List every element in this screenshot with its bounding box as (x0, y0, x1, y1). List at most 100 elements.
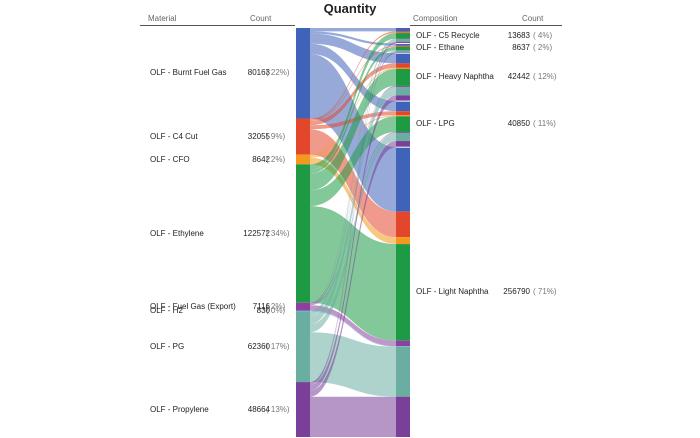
flow-olf-burnt-fuel-gas-to-olf-ethane (310, 31, 396, 46)
source-pct-olf-burnt-fuel-gas: ( 22%) (266, 68, 290, 78)
target-segment-olf-c5-recycle-olf-burnt-fuel-gas (396, 28, 410, 32)
target-segment-olf-ethane-olf-burnt-fuel-gas (396, 43, 410, 46)
source-count-olf-ethylene: 122572 (243, 228, 270, 238)
target-segment-olf-c5-recycle-olf-fuel-gas-export (396, 38, 410, 40)
flow-olf-h2-to-olf-lpg (310, 133, 396, 312)
source-count-olf-pg: 62360 (247, 341, 270, 351)
source-pct-olf-h2: ( 0%) (266, 306, 286, 316)
target-segment-olf-heavy-naphtha-olf-propylene (396, 95, 410, 102)
target-segment-olf-light-naphtha-olf-burnt-fuel-gas (396, 147, 410, 212)
target-segment-olf-lpg-olf-propylene (396, 141, 410, 148)
flows (310, 28, 396, 437)
right-header-count: Count (522, 14, 544, 23)
target-segment-olf-c5-recycle-olf-c4-cut (396, 31, 410, 33)
source-count-olf-c4-cut: 32055 (247, 131, 270, 141)
target-segment-olf-heavy-naphtha-olf-ethylene (396, 68, 410, 86)
flow-olf-pg-to-olf-ethane (310, 50, 396, 316)
target-pct-olf-lpg: ( 11%) (533, 119, 556, 129)
target-segment-olf-ethane-olf-ethylene (396, 46, 410, 51)
source-node-olf-pg[interactable] (296, 311, 310, 383)
flow-olf-h2-to-olf-ethane (310, 50, 396, 311)
flow-olf-cfo-to-olf-heavy-naphtha (310, 67, 396, 157)
flow-olf-cfo-to-olf-light-naphtha (310, 157, 396, 245)
target-label-olf-ethane: OLF - Ethane (416, 43, 465, 53)
target-segment-olf-lpg-olf-pg (396, 133, 410, 142)
target-segment-olf-ethane-olf-pg (396, 50, 410, 53)
flow-olf-c4-cut-to-olf-ethane (310, 45, 396, 121)
target-segment-olf-light-naphtha-olf-fuel-gas-export (396, 340, 410, 347)
target-segment-olf-lpg-olf-cfo (396, 115, 410, 117)
flow-olf-h2-to-olf-c5-recycle (310, 39, 396, 311)
right-header-rule (410, 25, 562, 26)
source-pct-olf-fuel-gas-export: ( 2%) (266, 301, 286, 311)
source-label-olf-ethylene: OLF - Ethylene (150, 228, 204, 238)
source-pct-olf-cfo: ( 2%) (266, 154, 286, 164)
flow-olf-ethylene-to-olf-lpg (310, 116, 396, 207)
source-label-olf-c4-cut: OLF - C4 Cut (150, 131, 198, 141)
target-segment-olf-heavy-naphtha-olf-pg (396, 87, 410, 96)
source-count-olf-h2: 830 (256, 306, 270, 316)
left-header-count: Count (250, 14, 272, 23)
target-count-olf-lpg: 40850 (507, 119, 530, 129)
target-segment-olf-heavy-naphtha-olf-c4-cut (396, 63, 410, 68)
source-pct-olf-c4-cut: ( 9%) (266, 131, 286, 141)
left-header-rule (140, 25, 295, 26)
target-pct-olf-heavy-naphtha: ( 12%) (533, 72, 557, 82)
target-segment-olf-light-naphtha-olf-propylene (396, 396, 410, 437)
target-segment-olf-lpg-olf-ethylene (396, 116, 410, 133)
flow-olf-c4-cut-to-olf-c5-recycle (310, 31, 396, 120)
flow-olf-h2-to-olf-light-naphtha (310, 311, 396, 347)
source-node-olf-c4-cut[interactable] (296, 118, 310, 155)
flow-olf-propylene-to-olf-light-naphtha (310, 396, 396, 437)
source-node-olf-h2[interactable] (296, 310, 310, 312)
target-segment-olf-c5-recycle-olf-ethylene (396, 33, 410, 39)
source-node-olf-fuel-gas-export[interactable] (296, 302, 310, 311)
target-separators (396, 42, 410, 148)
target-label-olf-heavy-naphtha: OLF - Heavy Naphtha (416, 72, 494, 82)
target-segment-olf-ethane-olf-propylene (396, 52, 410, 54)
target-segment-olf-heavy-naphtha-olf-cfo (396, 67, 410, 69)
flow-olf-fuel-gas-export-to-olf-light-naphtha (310, 305, 396, 347)
target-pct-olf-light-naphtha: ( 71%) (533, 287, 557, 297)
flow-olf-propylene-to-olf-c5-recycle (310, 41, 396, 384)
flow-olf-burnt-fuel-gas-to-olf-lpg (310, 43, 396, 112)
source-node-olf-ethylene[interactable] (296, 164, 310, 303)
source-node-olf-burnt-fuel-gas[interactable] (296, 28, 310, 119)
chart-title: Quantity (323, 1, 377, 16)
source-label-olf-pg: OLF - PG (150, 341, 185, 351)
source-label-olf-burnt-fuel-gas: OLF - Burnt Fuel Gas (150, 68, 227, 78)
target-label-olf-light-naphtha: OLF - Light Naphtha (416, 287, 489, 297)
source-pct-olf-propylene: ( 13%) (266, 404, 290, 414)
target-label-olf-c5-recycle: OLF - C5 Recycle (416, 30, 480, 40)
target-segment-olf-heavy-naphtha-olf-burnt-fuel-gas (396, 53, 410, 64)
source-label-olf-h2: OLF - H2 (150, 306, 183, 316)
target-segment-olf-light-naphtha-olf-cfo (396, 237, 410, 245)
target-pct-olf-c5-recycle: ( 4%) (533, 30, 553, 40)
target-segment-olf-ethane-olf-c4-cut (396, 45, 410, 47)
flow-olf-propylene-to-olf-ethane (310, 52, 396, 385)
flow-olf-pg-to-olf-c5-recycle (310, 39, 396, 315)
source-node-olf-propylene[interactable] (296, 382, 310, 437)
source-node-olf-cfo[interactable] (296, 154, 310, 165)
target-segment-olf-heavy-naphtha-olf-fuel-gas-export (396, 85, 410, 87)
flow-olf-ethylene-to-olf-heavy-naphtha (310, 68, 396, 191)
target-segment-olf-light-naphtha-olf-ethylene (396, 244, 410, 341)
target-pct-olf-ethane: ( 2%) (533, 43, 553, 53)
target-count-olf-ethane: 8637 (512, 43, 530, 53)
flow-olf-burnt-fuel-gas-to-olf-heavy-naphtha (310, 33, 396, 64)
target-segment-olf-lpg-olf-c4-cut (396, 111, 410, 116)
flow-olf-ethylene-to-olf-c5-recycle (310, 33, 396, 171)
flow-olf-fuel-gas-export-to-olf-c5-recycle (310, 38, 396, 304)
target-count-olf-c5-recycle: 13683 (507, 30, 530, 40)
target-segment-olf-light-naphtha-olf-pg (396, 346, 410, 397)
flow-olf-propylene-to-olf-lpg (310, 141, 396, 397)
flow-olf-pg-to-olf-light-naphtha (310, 332, 396, 397)
source-count-olf-burnt-fuel-gas: 80163 (247, 68, 270, 78)
target-count-olf-light-naphtha: 256790 (503, 287, 530, 297)
source-label-olf-propylene: OLF - Propylene (150, 404, 209, 414)
flow-olf-pg-to-olf-heavy-naphtha (310, 87, 396, 325)
flow-olf-ethylene-to-olf-ethane (310, 46, 396, 174)
target-count-olf-heavy-naphtha: 42442 (507, 72, 530, 82)
